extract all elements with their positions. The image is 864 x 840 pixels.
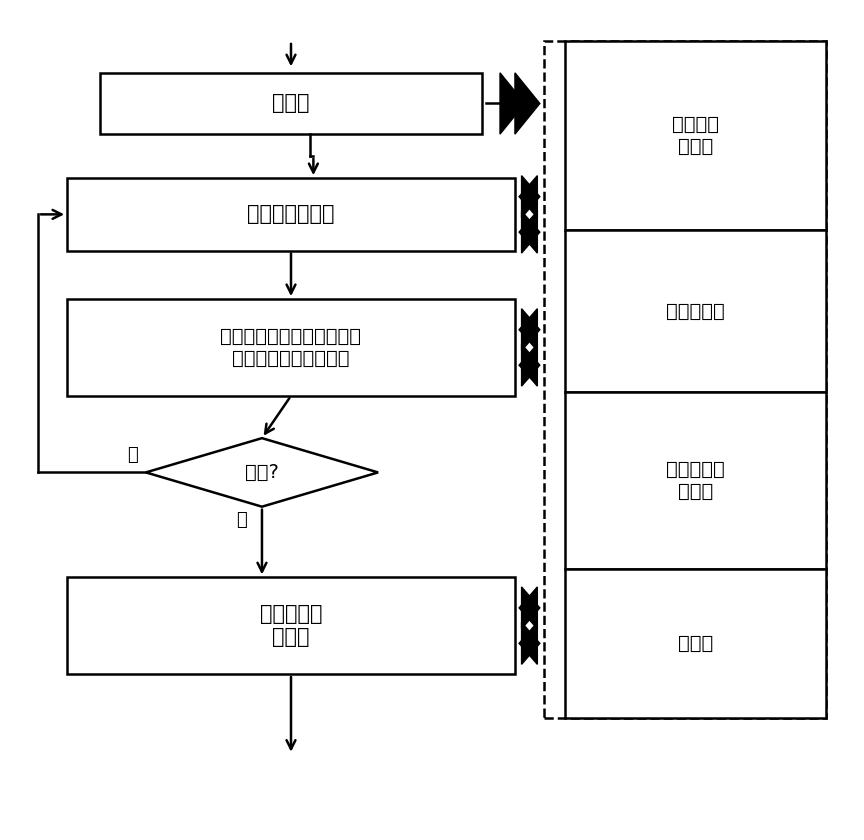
Text: 继续?: 继续? (245, 463, 279, 482)
Text: 初始化: 初始化 (272, 93, 310, 113)
Polygon shape (519, 211, 537, 253)
Polygon shape (522, 309, 540, 350)
Polygon shape (522, 344, 540, 386)
Polygon shape (519, 622, 537, 664)
Text: 否: 否 (236, 511, 246, 528)
Polygon shape (522, 211, 540, 253)
Polygon shape (522, 587, 540, 629)
FancyBboxPatch shape (565, 570, 826, 718)
FancyBboxPatch shape (565, 230, 826, 391)
Polygon shape (515, 73, 540, 134)
Polygon shape (500, 73, 525, 134)
Text: 最近邻查点找、距离量化及
多阈值递归图记录更新: 最近邻查点找、距离量化及 多阈值递归图记录更新 (220, 327, 361, 368)
Polygon shape (519, 309, 537, 350)
FancyBboxPatch shape (565, 41, 826, 230)
Polygon shape (519, 344, 537, 386)
Text: 输入数据
缓冲区: 输入数据 缓冲区 (672, 115, 719, 156)
Polygon shape (519, 176, 537, 218)
FancyBboxPatch shape (565, 391, 826, 570)
Text: 数据查询树更新: 数据查询树更新 (247, 204, 334, 224)
Polygon shape (522, 176, 540, 218)
Text: 是: 是 (127, 446, 137, 465)
Polygon shape (522, 622, 540, 664)
Polygon shape (519, 587, 537, 629)
FancyBboxPatch shape (67, 299, 515, 396)
FancyBboxPatch shape (67, 577, 515, 674)
Text: 数据查询树: 数据查询树 (666, 302, 725, 321)
Text: 多阈值递归
图记录: 多阈值递归 图记录 (666, 460, 725, 501)
Polygon shape (146, 438, 378, 507)
Text: 对角线: 对角线 (677, 634, 713, 654)
FancyBboxPatch shape (67, 178, 515, 250)
Text: 查找对角线
并记录: 查找对角线 并记录 (260, 604, 322, 648)
FancyBboxPatch shape (100, 73, 482, 134)
